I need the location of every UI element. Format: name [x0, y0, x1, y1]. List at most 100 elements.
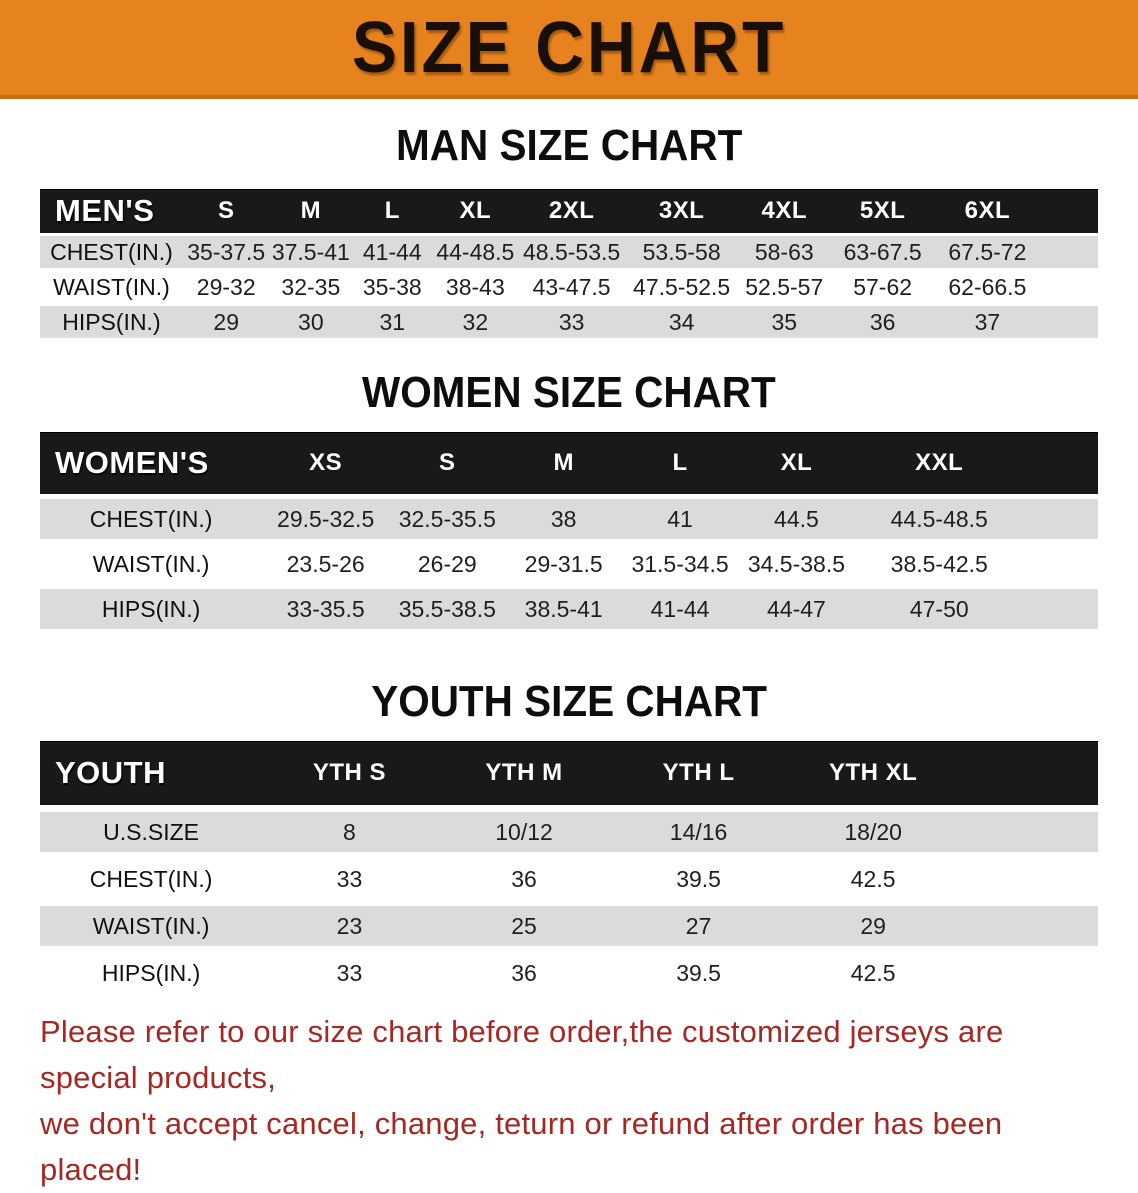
value-cell: 37.5-41 [271, 238, 350, 265]
row-label: WAIST(IN.) [92, 912, 210, 939]
measurement-row: CHEST(IN.) 33 36 39.5 42.5 [40, 859, 1098, 899]
value-cell: 62-66.5 [948, 273, 1027, 300]
value-cell: 30 [298, 308, 324, 335]
value-cell: 48.5-53.5 [523, 238, 621, 265]
size-column-header: M [300, 197, 322, 224]
womens-size-table: WOMEN'S XS S M L XL XXL CHEST(IN.) 29.5-… [40, 432, 1098, 629]
mens-table-header-row: MEN'S S M L XL 2XL 3XL 4XL 5XL 6XL [40, 189, 1098, 233]
value-cell: 29 [860, 912, 886, 939]
measurement-row: WAIST(IN.) 23.5-26 26-29 29-31.5 31.5-34… [40, 544, 1098, 584]
value-cell: 31.5-34.5 [631, 550, 729, 577]
value-cell: 34.5-38.5 [747, 550, 846, 577]
size-column-header: M [553, 449, 574, 476]
size-column-header: YTH M [485, 759, 563, 786]
value-cell: 57-62 [853, 273, 913, 300]
value-cell: 47-50 [909, 595, 969, 622]
row-label: HIPS(IN.) [101, 595, 201, 622]
youth-size-table: YOUTH YTH S YTH M YTH L YTH XL U.S.SIZE … [40, 741, 1098, 993]
youth-section-heading: YOUTH SIZE CHART [0, 677, 1138, 727]
value-cell: 32.5-35.5 [398, 505, 496, 532]
youth-section-heading-text: YOUTH SIZE CHART [371, 677, 767, 726]
measurement-row: CHEST(IN.) 35-37.5 37.5-41 41-44 44-48.5… [40, 236, 1098, 268]
measurement-row: HIPS(IN.) 29 30 31 32 33 34 35 36 37 [40, 306, 1098, 338]
size-column-header: YTH S [312, 759, 387, 786]
row-label: CHEST(IN.) [89, 865, 213, 892]
size-column-header: YTH XL [828, 759, 918, 786]
value-cell: 23 [336, 912, 363, 939]
size-column-header: XXL [915, 449, 964, 476]
size-column-header: YTH L [662, 759, 735, 786]
value-cell: 39.5 [676, 959, 721, 986]
size-column-header: L [672, 449, 688, 476]
size-column-header: XS [309, 449, 343, 476]
size-column-header: 3XL [658, 197, 705, 224]
size-column-header: S [439, 449, 456, 476]
value-cell: 14/16 [669, 818, 728, 845]
value-cell: 41 [667, 505, 693, 532]
value-cell: 33 [336, 959, 363, 986]
value-cell: 34 [668, 308, 695, 335]
disclaimer-line: Please refer to our size chart before or… [40, 1014, 1004, 1095]
size-chart-banner: SIZE CHART [0, 0, 1138, 99]
women-section-heading-text: WOMEN SIZE CHART [362, 368, 776, 417]
disclaimer-note: Please refer to our size chart before or… [40, 1009, 1098, 1193]
row-label: HIPS(IN.) [62, 308, 161, 335]
value-cell: 35 [771, 308, 798, 335]
size-column-header: XL [459, 197, 492, 224]
value-cell: 27 [685, 912, 712, 939]
value-cell: 36 [869, 308, 896, 335]
value-cell: 41-44 [650, 595, 710, 622]
value-cell: 32-35 [281, 273, 341, 300]
womens-table-group-label: WOMEN'S [55, 445, 209, 480]
size-column-header: L [384, 197, 400, 224]
row-label: WAIST(IN.) [53, 273, 170, 300]
womens-table-header-row: WOMEN'S XS S M L XL XXL [40, 432, 1098, 494]
value-cell: 42.5 [850, 865, 896, 892]
measurement-row: HIPS(IN.) 33-35.5 35.5-38.5 38.5-41 41-4… [40, 589, 1098, 629]
measurement-row: WAIST(IN.) 23 25 27 29 [40, 906, 1098, 946]
value-cell: 52.5-57 [745, 273, 824, 300]
value-cell: 29-31.5 [524, 550, 603, 577]
row-label: U.S.SIZE [103, 818, 200, 845]
value-cell: 39.5 [676, 865, 721, 892]
banner-title: SIZE CHART [351, 7, 787, 88]
size-column-header: 2XL [548, 197, 595, 224]
value-cell: 26-29 [417, 550, 477, 577]
value-cell: 18/20 [844, 818, 902, 845]
mens-size-table: MEN'S S M L XL 2XL 3XL 4XL 5XL 6XL CHEST… [40, 189, 1098, 338]
measurement-row: CHEST(IN.) 29.5-32.5 32.5-35.5 38 41 44.… [40, 499, 1098, 539]
value-cell: 8 [343, 818, 356, 845]
value-cell: 33-35.5 [286, 595, 365, 622]
value-cell: 33 [336, 865, 363, 892]
value-cell: 38 [550, 505, 577, 532]
size-column-header: 6XL [964, 197, 1011, 224]
measurement-row: U.S.SIZE 8 10/12 14/16 18/20 [40, 812, 1098, 852]
value-cell: 67.5-72 [948, 238, 1027, 265]
value-cell: 42.5 [850, 959, 896, 986]
value-cell: 58-63 [754, 238, 814, 265]
youth-table-header-row: YOUTH YTH S YTH M YTH L YTH XL [40, 741, 1098, 805]
value-cell: 47.5-52.5 [633, 273, 731, 300]
value-cell: 36 [511, 959, 537, 986]
youth-table-group-label: YOUTH [55, 755, 166, 790]
value-cell: 38.5-41 [524, 595, 603, 622]
size-column-header: 5XL [859, 197, 906, 224]
row-label: CHEST(IN.) [50, 238, 173, 265]
value-cell: 33 [558, 308, 585, 335]
row-label: CHEST(IN.) [89, 505, 213, 532]
value-cell: 38-43 [445, 273, 505, 300]
row-label: HIPS(IN.) [101, 959, 201, 986]
man-section-heading-text: MAN SIZE CHART [395, 121, 743, 170]
value-cell: 37 [974, 308, 1001, 335]
mens-table-group-label: MEN'S [55, 193, 155, 228]
value-cell: 44.5-48.5 [890, 505, 988, 532]
measurement-row: HIPS(IN.) 33 36 39.5 42.5 [40, 953, 1098, 993]
value-cell: 44-47 [767, 595, 826, 622]
value-cell: 36 [511, 865, 537, 892]
man-section-heading: MAN SIZE CHART [0, 121, 1138, 171]
size-column-header: 4XL [761, 197, 807, 224]
women-section-heading: WOMEN SIZE CHART [0, 368, 1138, 418]
value-cell: 43-47.5 [532, 273, 611, 300]
value-cell: 25 [511, 912, 537, 939]
value-cell: 31 [379, 308, 406, 335]
